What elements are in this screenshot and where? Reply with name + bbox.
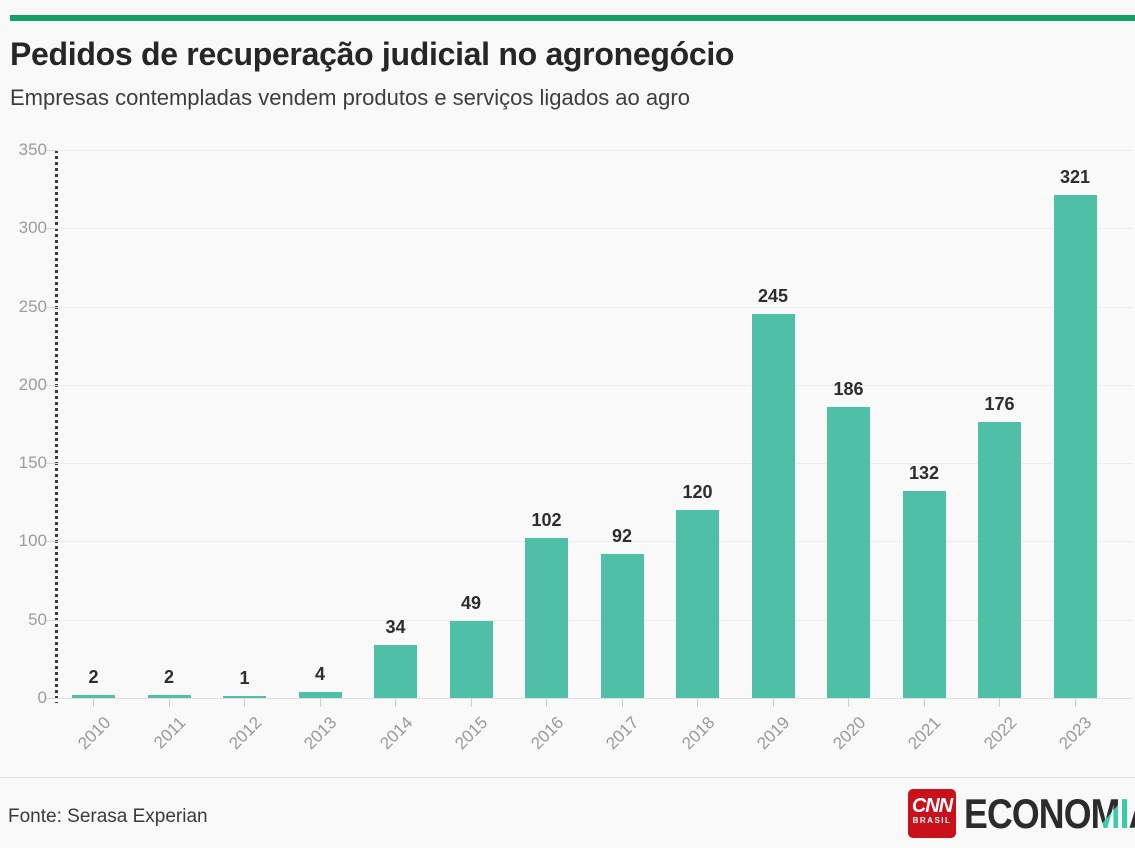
source-note: Fonte: Serasa Experian	[8, 806, 208, 827]
gridline	[57, 698, 1132, 699]
bar-value-label: 186	[833, 379, 864, 399]
bar-value-label: 34	[385, 617, 406, 637]
gridline	[57, 541, 1132, 543]
bar-2019	[751, 314, 795, 698]
cnn-logo-text: CNN	[911, 795, 953, 817]
x-axis-label: 2015	[451, 713, 492, 754]
x-axis-label: 2010	[73, 713, 114, 754]
x-axis-tickmark	[319, 699, 321, 707]
x-axis-tickmark	[395, 699, 396, 707]
x-axis-tickmark	[621, 699, 623, 707]
x-axis-label: 2011	[150, 713, 190, 753]
x-axis-tickmark	[244, 699, 245, 707]
bar-2018	[676, 510, 719, 698]
page-title: Pedidos de recuperação judicial no agron…	[10, 36, 735, 72]
bar-2014	[374, 645, 417, 698]
bar-value-label: 92	[611, 526, 633, 546]
economia-wordmark: ECONOMIA	[964, 790, 1135, 838]
bar-value-label: 321	[1059, 167, 1091, 187]
brand-logo: CNN BRASIL ECONOMIA	[908, 789, 1135, 839]
wordmark-m: M	[1090, 790, 1121, 837]
gridline	[57, 384, 1132, 386]
x-axis-label: 2021	[904, 713, 945, 754]
gridline	[57, 463, 1132, 465]
bar-2015	[449, 621, 493, 698]
bar-value-label: 1	[239, 668, 250, 688]
page-subtitle: Empresas contempladas vendem produtos e …	[10, 85, 690, 110]
x-axis-tickmark	[93, 699, 94, 707]
bar-value-label: 120	[682, 482, 713, 502]
bar-2021	[902, 491, 946, 698]
y-axis-tick-label: 100	[18, 531, 47, 551]
bar-2016	[525, 538, 568, 698]
x-axis-tickmark	[697, 699, 698, 707]
x-axis-tickmark	[772, 699, 774, 707]
y-axis-line	[55, 150, 58, 703]
x-axis-label: 2013	[300, 713, 341, 754]
x-axis-label: 2014	[375, 713, 416, 754]
brand-top-rule	[10, 15, 1135, 21]
y-axis-tickmark	[46, 698, 57, 699]
wordmark-i: I	[1119, 790, 1130, 837]
x-axis-tickmark	[999, 699, 1000, 707]
x-axis-label: 2016	[526, 713, 567, 754]
cnn-brasil-logo: CNN BRASIL	[908, 789, 956, 838]
bar-2022	[978, 422, 1021, 698]
bar-2020	[827, 407, 870, 698]
y-axis-tickmark	[46, 306, 57, 308]
bar-2023	[1053, 195, 1097, 698]
bar-2017	[600, 554, 644, 698]
bar-2011	[147, 695, 191, 698]
y-axis-tick-label: 150	[18, 453, 47, 473]
x-axis-tickmark	[923, 699, 925, 707]
y-axis-tickmark	[46, 619, 57, 621]
x-axis-tickmark	[546, 699, 547, 707]
y-axis-tickmark	[46, 463, 57, 465]
bar-2010	[72, 695, 115, 698]
x-axis-tickmark	[168, 699, 170, 707]
cnn-brasil-text: BRASIL	[912, 816, 952, 825]
gridline	[57, 306, 1132, 308]
wordmark-a: A	[1129, 790, 1135, 837]
bar-value-label: 4	[314, 664, 325, 684]
x-axis-tickmark	[470, 699, 472, 707]
y-axis-tickmark	[46, 541, 57, 543]
y-axis-tickmark	[46, 228, 57, 230]
y-axis-tick-label: 50	[28, 609, 47, 629]
bar-value-label: 102	[531, 510, 562, 530]
y-axis-tick-label: 250	[18, 296, 47, 316]
wordmark-econo: ECONO	[964, 790, 1092, 837]
footer-divider	[0, 777, 1135, 778]
gridline	[57, 150, 1132, 151]
bar-2013	[298, 692, 342, 698]
bar-value-label: 49	[460, 593, 482, 613]
x-axis-label: 2018	[677, 713, 718, 754]
x-axis-label: 2019	[753, 713, 794, 754]
gridline	[57, 619, 1132, 621]
bar-value-label: 2	[163, 667, 174, 687]
y-axis-tick-label: 0	[37, 688, 47, 707]
y-axis-tick-label: 200	[18, 374, 47, 394]
x-axis-label: 2020	[828, 713, 869, 754]
y-axis-tickmark	[46, 150, 57, 151]
gridline	[57, 228, 1132, 230]
x-axis-label: 2022	[979, 713, 1020, 754]
bar-value-label: 2	[88, 667, 99, 687]
x-axis-label: 2012	[224, 713, 265, 754]
bar-value-label: 132	[908, 463, 940, 483]
bar-value-label: 245	[757, 286, 789, 306]
x-axis-tickmark	[1074, 699, 1076, 707]
bar-2012	[223, 696, 266, 698]
y-axis-tickmark	[46, 384, 57, 386]
y-axis-tick-label: 300	[18, 218, 47, 238]
bar-value-label: 176	[984, 394, 1015, 414]
x-axis-label: 2023	[1055, 713, 1096, 754]
x-axis-tickmark	[848, 699, 849, 707]
y-axis-tick-label: 350	[18, 140, 47, 159]
x-axis-label: 2017	[602, 713, 643, 754]
